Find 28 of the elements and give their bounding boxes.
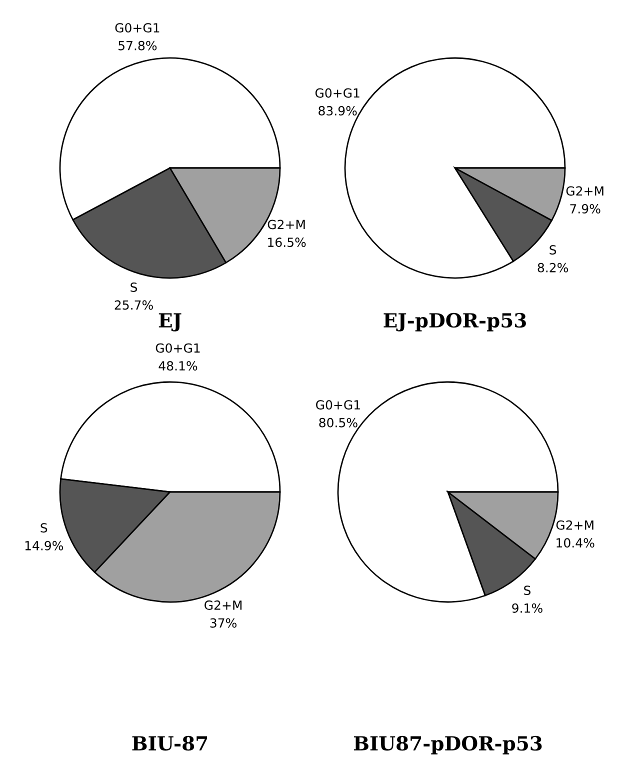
data-label: 37% (210, 618, 236, 628)
data-label: 10.4% (556, 538, 594, 548)
text: BIU87-pDOR-p53 (354, 736, 542, 754)
data-label: 14.9% (25, 540, 64, 550)
text: EJ-pDOR-p53 (384, 312, 526, 332)
data-label: 57.8% (118, 40, 157, 50)
slice-label: G0+G1 (315, 88, 360, 98)
data-label: 8.2% (538, 262, 568, 272)
slice-label: G2+M (556, 520, 594, 530)
slice-label: G0+G1 (115, 23, 160, 33)
slice-label: G2+M (268, 220, 305, 230)
slice-label: S (40, 523, 48, 533)
slice-label: S (524, 586, 530, 596)
text: EJ (158, 313, 182, 332)
data-label: 83.9% (318, 106, 357, 116)
text: BIU-87 (132, 736, 208, 751)
slice-label: G2+M (566, 186, 604, 196)
data-label: 48.1% (158, 361, 198, 371)
data-label: 9.1% (512, 603, 542, 613)
data-label: 25.7% (114, 300, 153, 310)
slice-label: G0+G1 (316, 400, 360, 410)
data-label: 16.5% (268, 238, 306, 248)
slice-label: S (550, 245, 556, 255)
slice-label: G0+G1 (156, 343, 200, 353)
data-label: 7.9% (570, 204, 600, 214)
slice-label: G2+M (204, 600, 242, 610)
slice-label: S (130, 282, 138, 292)
data-label: 80.5% (319, 418, 358, 428)
